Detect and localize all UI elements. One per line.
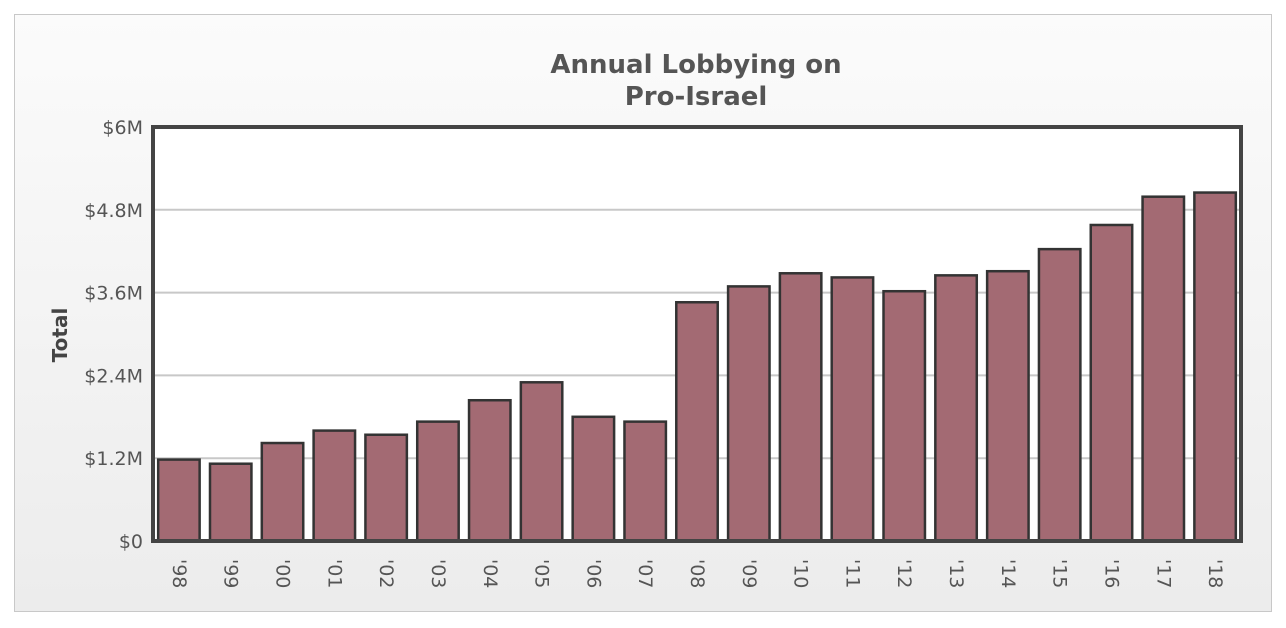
bar[interactable] [415,420,460,543]
x-tick-label: '15 [1049,559,1071,588]
bar[interactable] [1193,191,1238,543]
bar[interactable] [364,433,409,543]
x-tick-label: '00 [272,559,294,588]
x-tick-label: '12 [893,559,915,588]
x-tick-label: '11 [841,559,863,588]
x-tick-label: '98 [168,559,190,588]
x-tick-label: '02 [375,559,397,588]
bar[interactable] [830,276,875,543]
x-tick-label: '09 [738,559,760,588]
y-axis-tick-labels: $0 $1.2M $2.4M $3.6M $4.8M $6M [84,117,143,553]
y-tick-label: $4.8M [84,200,143,222]
x-tick-label: '07 [634,559,656,588]
y-tick-label: $6M [102,117,143,139]
x-tick-label: '01 [323,559,345,588]
x-tick-label: '08 [686,559,708,588]
x-tick-label: '06 [582,559,604,588]
bar[interactable] [208,462,253,543]
plot-area-border [151,125,1243,543]
bar[interactable] [1037,247,1082,543]
chart-container: Annual Lobbying on Pro-Israel $0 $1.2M $2.… [14,14,1272,612]
bars [156,191,1238,543]
bar[interactable] [985,269,1030,543]
bar[interactable] [467,398,512,543]
bar[interactable] [882,289,927,543]
x-tick-label: '17 [1152,559,1174,588]
y-tick-label: $1.2M [84,448,143,470]
bar[interactable] [623,420,668,543]
y-tick-label: $2.4M [84,365,143,387]
x-tick-label: '14 [997,559,1019,588]
x-tick-label: '05 [531,559,553,588]
y-tick-label: $3.6M [84,283,143,305]
bar-chart: Annual Lobbying on Pro-Israel $0 $1.2M $2.… [48,50,1243,588]
bar[interactable] [571,415,616,543]
x-tick-label: '04 [479,559,501,588]
bar[interactable] [726,285,771,543]
chart-title-line-2: Pro-Israel [625,82,768,112]
x-tick-label: '13 [945,559,967,588]
y-axis-title: Total [48,308,72,363]
x-tick-label: '99 [220,559,242,588]
y-tick-label: $0 [119,531,143,553]
x-axis-tick-labels: '98 '99 '00 '01 '02 '03 '04 '05 '06 '07 '08 '09 '10 '… [168,559,1226,588]
x-tick-label: '18 [1204,559,1226,588]
bar[interactable] [934,274,979,543]
x-tick-label: '10 [790,559,812,588]
chart-title-line-1: Annual Lobbying on [550,50,841,80]
bar[interactable] [675,301,719,543]
bar[interactable] [260,441,305,543]
x-tick-label: '03 [427,559,449,588]
bar[interactable] [1141,195,1186,543]
x-tick-label: '16 [1100,559,1122,588]
bar[interactable] [778,272,823,543]
bar[interactable] [312,429,357,543]
bar[interactable] [156,458,201,543]
bar[interactable] [519,381,564,543]
bar[interactable] [1089,223,1134,543]
